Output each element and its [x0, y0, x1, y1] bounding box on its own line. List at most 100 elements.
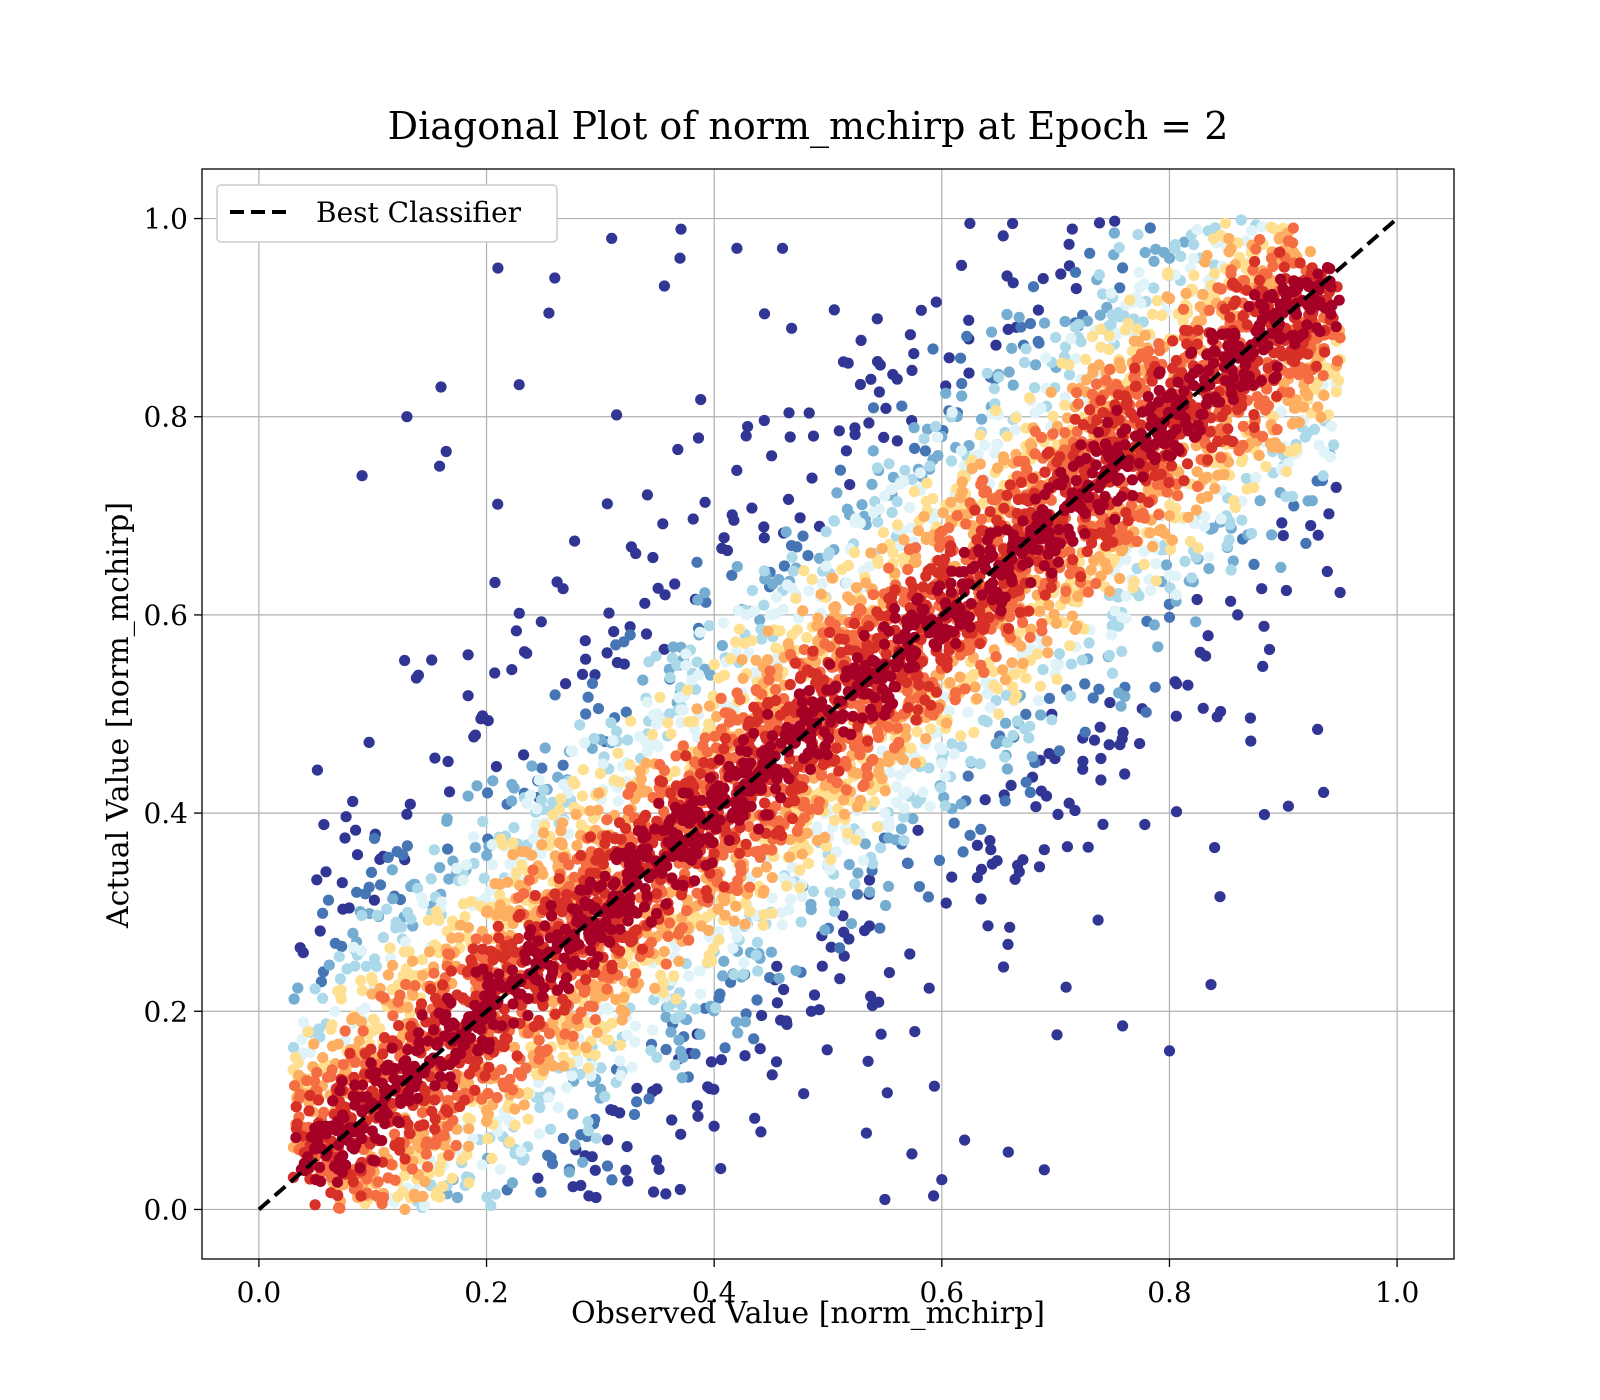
scatter-point — [1223, 233, 1235, 245]
scatter-point — [463, 1140, 475, 1152]
scatter-point — [680, 750, 692, 762]
scatter-point — [991, 492, 1003, 504]
scatter-point — [592, 804, 604, 816]
scatter-point — [770, 608, 782, 620]
scatter-point — [489, 1188, 501, 1200]
scatter-point — [867, 858, 879, 870]
scatter-point — [807, 430, 820, 442]
scatter-point — [984, 835, 996, 847]
scatter-point — [567, 1030, 579, 1042]
scatter-point — [534, 1101, 546, 1114]
scatter-point — [719, 707, 731, 719]
scatter-point — [819, 924, 831, 936]
scatter-point — [469, 1084, 481, 1096]
scatter-point — [371, 909, 383, 922]
scatter-point — [1200, 650, 1212, 662]
scatter-point — [597, 758, 609, 770]
scatter-point — [1199, 510, 1211, 522]
scatter-point — [1101, 563, 1114, 575]
scatter-point — [1127, 582, 1139, 594]
scatter-point — [516, 859, 528, 871]
scatter-point — [481, 933, 493, 945]
scatter-point — [1007, 217, 1019, 230]
scatter-point — [728, 915, 740, 927]
scatter-point — [681, 905, 693, 917]
scatter-point — [923, 762, 935, 774]
scatter-point — [1244, 712, 1256, 724]
scatter-point — [752, 965, 764, 977]
scatter-point — [797, 530, 809, 542]
scatter-point — [1302, 495, 1314, 507]
scatter-point — [727, 942, 739, 954]
scatter-point — [325, 1023, 337, 1035]
scatter-point — [796, 891, 808, 903]
scatter-point — [584, 805, 596, 817]
scatter-point — [384, 942, 396, 954]
scatter-point — [977, 498, 989, 510]
scatter-point — [1221, 540, 1233, 552]
scatter-point — [1094, 309, 1106, 321]
scatter-point — [485, 1200, 497, 1212]
scatter-point — [719, 909, 731, 921]
scatter-point — [940, 717, 953, 729]
scatter-point — [615, 1004, 628, 1016]
scatter-point — [834, 973, 846, 985]
scatter-point — [687, 513, 699, 525]
scatter-point — [377, 931, 389, 944]
scatter-point — [567, 1108, 579, 1120]
scatter-point — [571, 840, 583, 852]
scatter-point — [806, 573, 818, 586]
scatter-point — [784, 431, 796, 443]
scatter-point — [405, 913, 417, 925]
scatter-point — [374, 879, 387, 891]
scatter-point — [898, 811, 910, 823]
scatter-point — [838, 950, 850, 962]
scatter-point — [532, 1172, 544, 1184]
scatter-point — [794, 512, 806, 524]
scatter-point — [939, 771, 951, 783]
scatter-point — [1203, 563, 1215, 575]
scatter-point — [526, 760, 538, 772]
scatter-point — [695, 394, 707, 406]
scatter-point — [915, 304, 927, 316]
scatter-point — [657, 518, 669, 530]
scatter-point — [582, 1116, 594, 1128]
scatter-point — [508, 1041, 521, 1053]
scatter-point — [968, 726, 980, 739]
scatter-point — [1212, 469, 1224, 481]
scatter-point — [1066, 610, 1078, 622]
scatter-point — [673, 955, 685, 968]
scatter-point — [725, 653, 737, 665]
scatter-point — [1063, 359, 1075, 371]
scatter-point — [803, 407, 815, 419]
scatter-point — [971, 872, 984, 884]
scatter-point — [760, 861, 773, 873]
scatter-point — [368, 894, 380, 906]
scatter-point — [491, 1091, 503, 1104]
scatter-point — [1138, 545, 1150, 557]
scatter-point — [1328, 439, 1340, 451]
scatter-point — [908, 422, 920, 434]
scatter-point — [831, 742, 843, 754]
scatter-point — [680, 659, 692, 672]
scatter-point — [757, 919, 769, 931]
scatter-point — [755, 1126, 767, 1138]
scatter-point — [1227, 555, 1239, 567]
scatter-point — [828, 814, 841, 826]
scatter-point — [492, 262, 504, 274]
scatter-point — [1024, 720, 1036, 732]
scatter-point — [557, 1060, 570, 1072]
scatter-point — [1191, 593, 1203, 606]
scatter-point — [770, 642, 782, 654]
scatter-point — [838, 808, 851, 821]
scatter-point — [896, 400, 908, 412]
scatter-point — [918, 433, 930, 445]
scatter-point — [771, 960, 783, 972]
scatter-point — [660, 1011, 672, 1023]
scatter-point — [1280, 584, 1292, 597]
scatter-point — [450, 1139, 462, 1152]
scatter-point — [1033, 861, 1046, 873]
scatter-point — [691, 703, 703, 715]
scatter-point — [867, 402, 880, 414]
scatter-point — [716, 542, 728, 555]
